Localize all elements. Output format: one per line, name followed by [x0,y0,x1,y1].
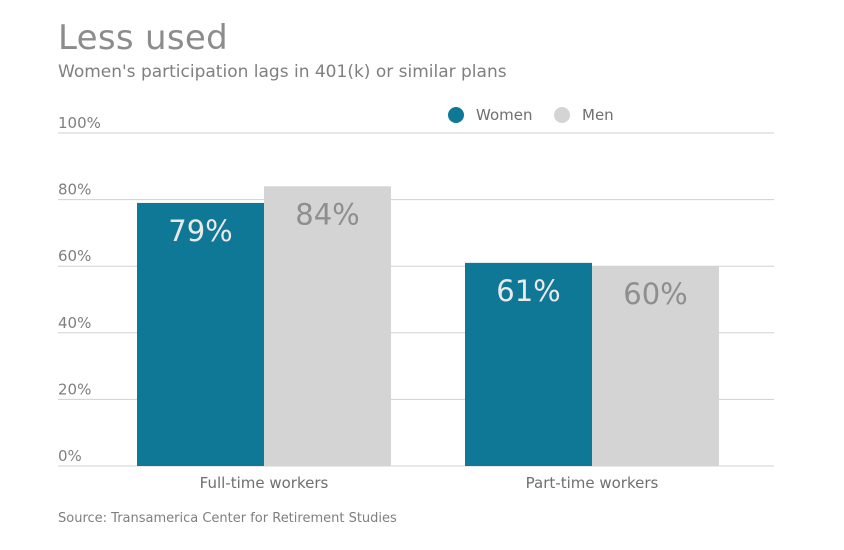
chart-subtitle: Women's participation lags in 401(k) or … [58,62,507,82]
data-label: 61% [496,274,560,308]
bar-men-full-time [264,186,391,466]
y-tick-label: 20% [58,380,91,398]
bar-women-part-time [465,262,592,466]
y-tick-label: 0% [58,447,82,465]
legend-label-women: Women [476,106,532,124]
y-tick-label: 40% [58,314,91,332]
y-axis-ticks: 0% 20% 40% 60% 80% 100% [58,114,101,465]
data-label: 84% [295,197,359,231]
data-labels: 79% 84% 61% 60% [168,197,687,311]
bars [137,186,719,466]
y-tick-label: 80% [58,181,91,199]
y-tick-label: 60% [58,247,91,265]
legend-marker-women [448,107,464,123]
y-tick-label: 100% [58,114,101,132]
legend-marker-men [554,107,570,123]
chart-title: Less used [58,18,228,58]
data-label: 79% [168,214,232,248]
bar-men-part-time [592,266,719,466]
x-category-label: Full-time workers [200,474,329,492]
x-category-label: Part-time workers [526,474,659,492]
bar-women-full-time [137,202,264,466]
source-note: Source: Transamerica Center for Retireme… [58,511,397,526]
x-axis-categories: Full-time workers Part-time workers [200,474,659,492]
legend: Women Men [448,106,614,124]
legend-label-men: Men [582,106,614,124]
data-label: 60% [623,277,687,311]
